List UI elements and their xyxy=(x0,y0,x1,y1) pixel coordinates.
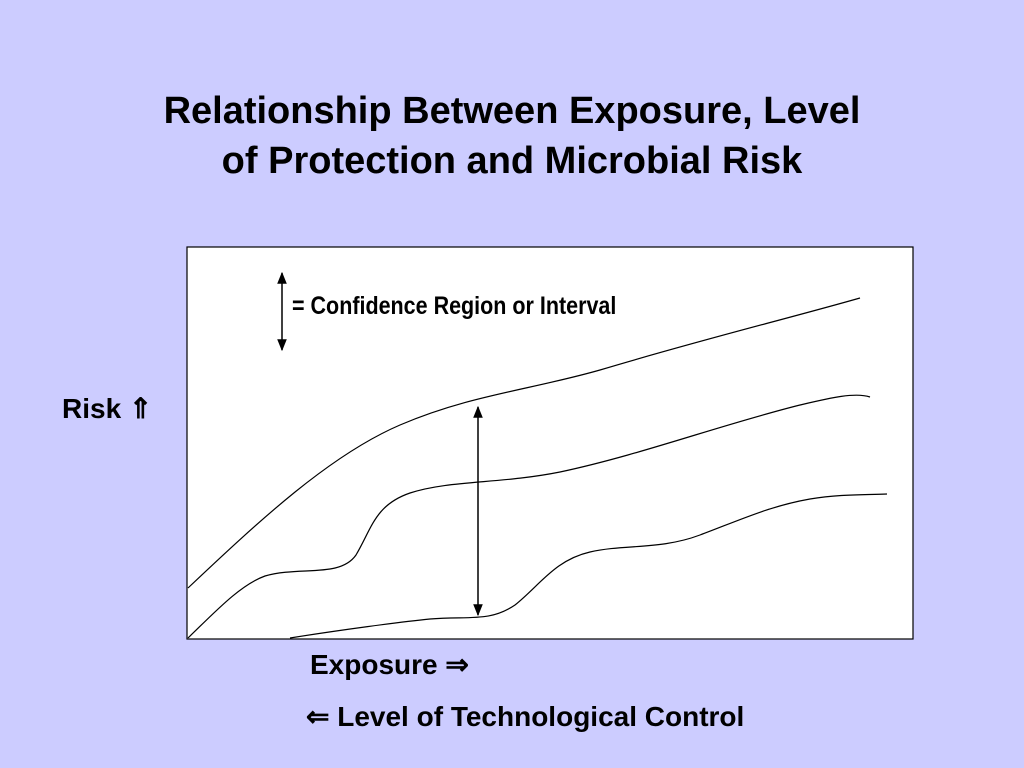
lower-bound-curve xyxy=(289,493,888,639)
technological-control-label: ⇐ Level of Technological Control xyxy=(306,701,745,732)
upper-bound-curve xyxy=(187,297,861,589)
title-line-2: of Protection and Microbial Risk xyxy=(221,140,803,182)
x-axis-label: Exposure ⇒ xyxy=(310,649,469,680)
slide-title: Relationship Between Exposure, Level of … xyxy=(0,86,1024,186)
title-line-1: Relationship Between Exposure, Level xyxy=(163,90,861,132)
central-estimate-curve xyxy=(187,394,871,639)
y-axis-label: Risk ⇑ xyxy=(62,393,153,424)
legend-label: = Confidence Region or Interval xyxy=(292,292,617,320)
